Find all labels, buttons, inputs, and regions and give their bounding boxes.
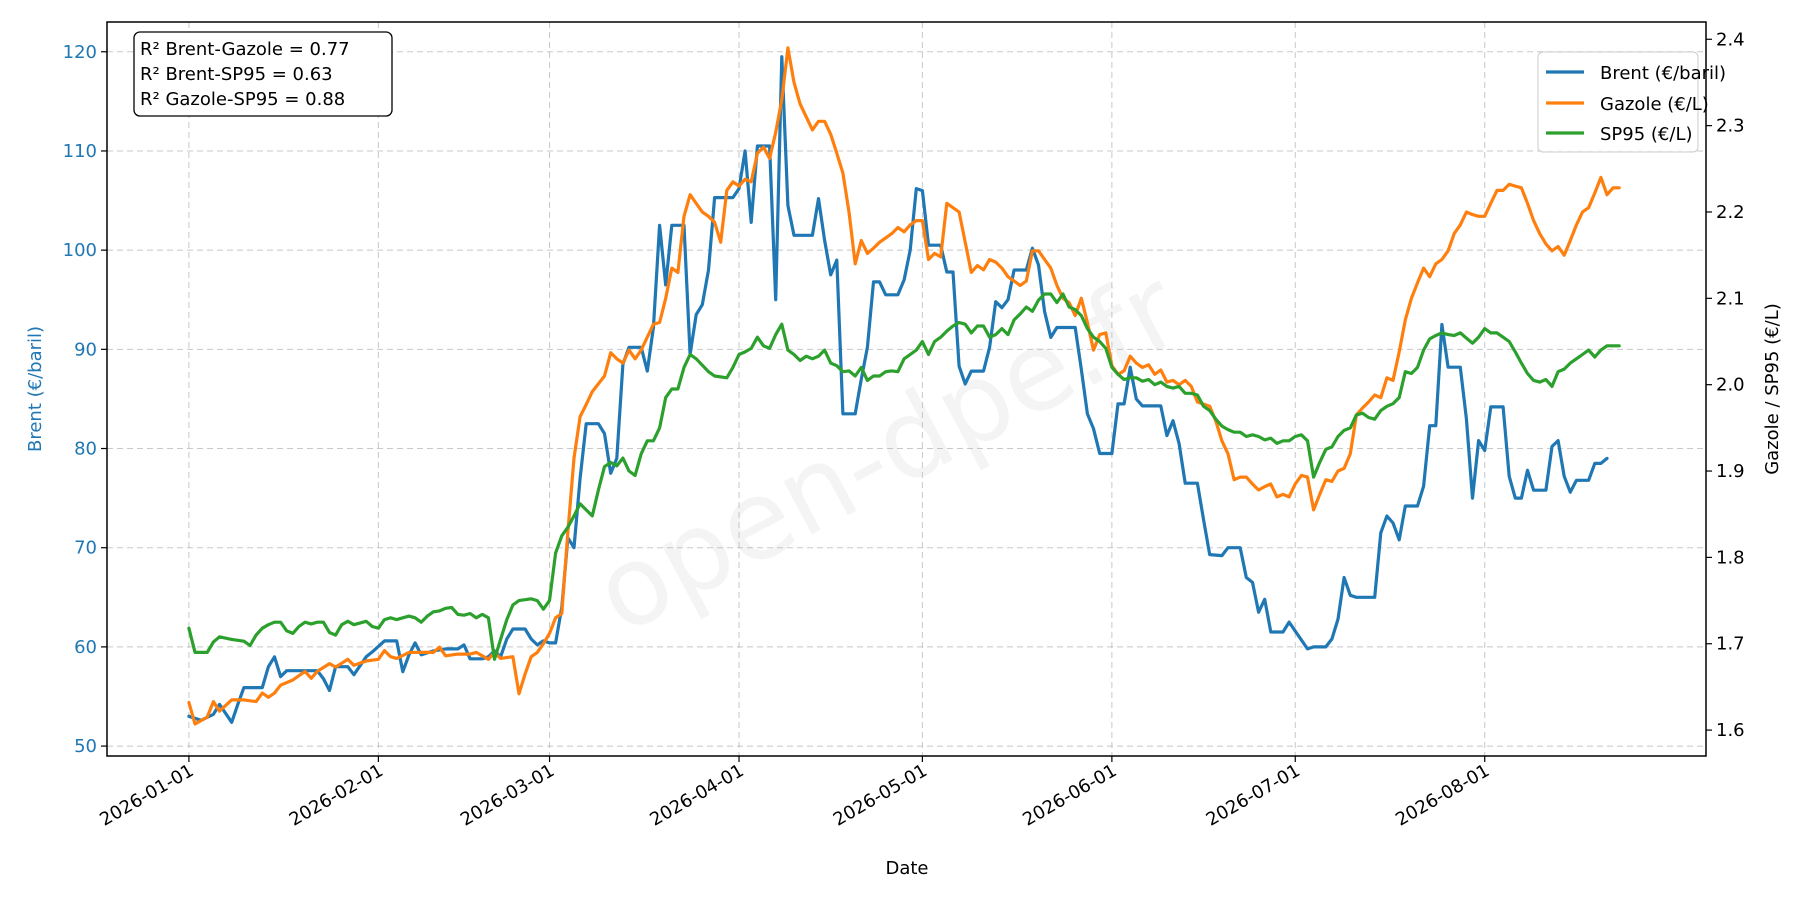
y-left-tick-label: 100 [63, 240, 97, 261]
x-axis-title: Date [885, 858, 928, 879]
y-right-tick-label: 2.2 [1716, 202, 1745, 223]
y-left-tick-label: 60 [74, 637, 97, 658]
y-right-tick-label: 1.6 [1716, 720, 1745, 741]
legend-box [1537, 51, 1699, 153]
series-line-gazole [187, 46, 1621, 726]
series-line-sp95 [187, 292, 1621, 661]
r2-brent-sp95: R² Brent-SP95 = 0.63 [140, 64, 333, 85]
y-right-tick-label: 2.3 [1716, 116, 1745, 137]
y-left-tick-label: 110 [63, 141, 97, 162]
y-right-tick-label: 2.1 [1716, 288, 1745, 309]
r2-brent-gazole: R² Brent-Gazole = 0.77 [140, 39, 350, 60]
y-left-tick-label: 70 [74, 538, 97, 559]
legend: Brent (€/baril) Gazole (€/L) SP95 (€/L) [1537, 51, 1726, 153]
plot-area [187, 46, 1621, 726]
legend-label-gazole: Gazole (€/L) [1600, 94, 1709, 115]
y-left-tick-label: 90 [74, 339, 97, 360]
r2-annotation: R² Brent-Gazole = 0.77 R² Brent-SP95 = 0… [133, 31, 393, 117]
y-left-tick-label: 80 [74, 439, 97, 460]
y-right-tick-label: 1.9 [1716, 461, 1745, 482]
r2-gazole-sp95: R² Gazole-SP95 = 0.88 [140, 89, 345, 110]
y-right-tick-label: 1.8 [1716, 547, 1745, 568]
y-right-tick-label: 2.0 [1716, 375, 1745, 396]
series-line-brent [187, 55, 1609, 724]
y-right-tick-label: 2.4 [1716, 29, 1745, 50]
plot-frame [106, 21, 1707, 757]
y-left-tick-label: 50 [74, 736, 97, 757]
y-left-tick-label: 120 [63, 42, 97, 63]
legend-label-brent: Brent (€/baril) [1600, 63, 1726, 84]
r2-annotation-box [133, 31, 393, 117]
legend-label-sp95: SP95 (€/L) [1600, 124, 1693, 145]
y-axis-right-title: Gazole / SP95 (€/L) [1762, 303, 1783, 475]
y-right-tick-label: 1.7 [1716, 634, 1745, 655]
y-axis-left-title: Brent (€/baril) [25, 326, 46, 452]
